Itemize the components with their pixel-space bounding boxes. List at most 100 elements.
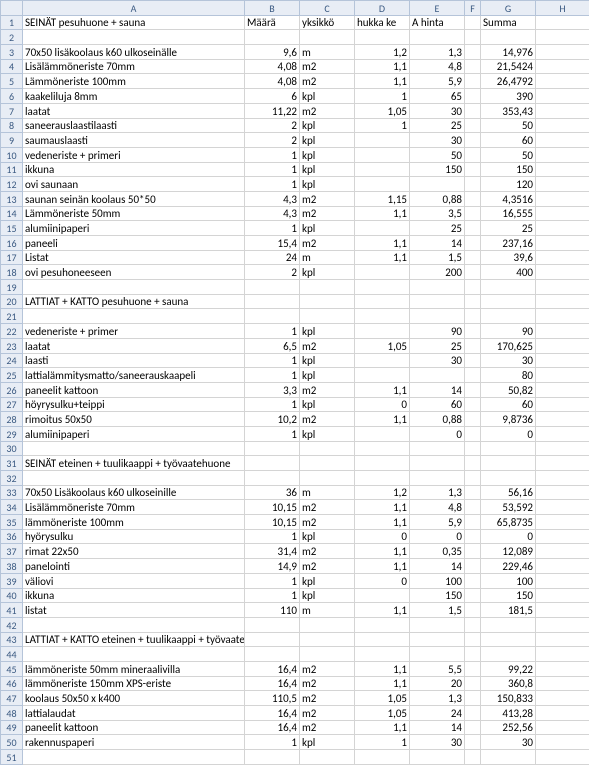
cell[interactable] [465, 661, 481, 676]
row-header[interactable]: 15 [1, 221, 23, 236]
cell[interactable]: 229,46 [481, 559, 536, 574]
cell[interactable] [245, 294, 300, 309]
cell[interactable] [536, 118, 589, 133]
cell[interactable] [245, 750, 300, 765]
cell[interactable] [465, 750, 481, 765]
cell[interactable] [536, 250, 589, 265]
cell[interactable] [465, 588, 481, 603]
cell[interactable]: 1,3 [410, 691, 465, 706]
cell[interactable] [536, 529, 589, 544]
cell[interactable]: kaakeliluja 8mm [23, 89, 245, 104]
cell[interactable]: rimoitus 50x50 [23, 412, 245, 427]
cell[interactable] [465, 324, 481, 339]
row-header[interactable]: 12 [1, 177, 23, 192]
cell[interactable] [23, 441, 245, 456]
row-header[interactable]: 20 [1, 294, 23, 309]
cell[interactable] [536, 412, 589, 427]
cell[interactable]: A hinta [410, 15, 465, 30]
cell[interactable]: 14 [410, 720, 465, 735]
cell[interactable] [465, 720, 481, 735]
cell[interactable] [465, 456, 481, 471]
cell[interactable] [465, 15, 481, 30]
cell[interactable] [245, 441, 300, 456]
cell[interactable]: 2 [245, 265, 300, 280]
cell[interactable]: 30 [410, 353, 465, 368]
cell[interactable] [355, 147, 410, 162]
cell[interactable]: kpl [300, 353, 355, 368]
cell[interactable]: SEINÄT pesuhuone + sauna [23, 15, 245, 30]
cell[interactable]: 1,1 [355, 720, 410, 735]
cell[interactable]: 6 [245, 89, 300, 104]
row-header[interactable]: 7 [1, 103, 23, 118]
cell[interactable]: hyörysulku [23, 529, 245, 544]
cell[interactable]: ovi saunaan [23, 177, 245, 192]
cell[interactable] [23, 617, 245, 632]
cell[interactable]: 1,1 [355, 74, 410, 89]
cell[interactable] [536, 89, 589, 104]
cell[interactable]: 0 [481, 529, 536, 544]
cell[interactable] [536, 265, 589, 280]
cell[interactable] [23, 647, 245, 662]
cell[interactable] [410, 368, 465, 383]
cell[interactable]: 4,3 [245, 206, 300, 221]
cell[interactable] [465, 147, 481, 162]
cell[interactable] [300, 617, 355, 632]
row-header[interactable]: 6 [1, 89, 23, 104]
cell[interactable]: 1,5 [410, 250, 465, 265]
cell[interactable]: panelointi [23, 559, 245, 574]
cell[interactable] [23, 30, 245, 45]
cell[interactable]: lattialämmitysmatto/saneerauskaapeli [23, 368, 245, 383]
cell[interactable]: 1 [245, 221, 300, 236]
cell[interactable]: m2 [300, 412, 355, 427]
cell[interactable]: LATTIAT + KATTO pesuhuone + sauna [23, 294, 245, 309]
cell[interactable]: 1 [245, 162, 300, 177]
cell[interactable]: 1,1 [355, 661, 410, 676]
cell[interactable]: Summa [481, 15, 536, 30]
cell[interactable]: m2 [300, 676, 355, 691]
row-header[interactable]: 47 [1, 691, 23, 706]
cell[interactable] [465, 559, 481, 574]
cell[interactable]: 1,3 [410, 485, 465, 500]
cell[interactable] [536, 353, 589, 368]
cell[interactable]: m2 [300, 706, 355, 721]
cell[interactable]: 1 [245, 147, 300, 162]
cell[interactable]: alumiinipaperi [23, 426, 245, 441]
cell[interactable]: 1 [245, 735, 300, 750]
cell[interactable] [300, 294, 355, 309]
row-header[interactable]: 42 [1, 617, 23, 632]
cell[interactable]: 60 [481, 397, 536, 412]
cell[interactable] [465, 191, 481, 206]
cell[interactable] [245, 632, 300, 647]
cell[interactable]: 170,625 [481, 338, 536, 353]
cell[interactable]: 25 [410, 118, 465, 133]
cell[interactable] [465, 706, 481, 721]
cell[interactable]: 9,8736 [481, 412, 536, 427]
cell[interactable]: 1,05 [355, 691, 410, 706]
cell[interactable]: 20 [410, 676, 465, 691]
cell[interactable] [465, 647, 481, 662]
cell[interactable]: 65 [410, 89, 465, 104]
cell[interactable] [481, 632, 536, 647]
cell[interactable]: 24 [245, 250, 300, 265]
cell[interactable]: kpl [300, 529, 355, 544]
cell[interactable] [465, 89, 481, 104]
cell[interactable] [536, 191, 589, 206]
cell[interactable]: 6,5 [245, 338, 300, 353]
cell[interactable] [300, 441, 355, 456]
cell[interactable]: alumiinipaperi [23, 221, 245, 236]
cell[interactable]: 26,4792 [481, 74, 536, 89]
cell[interactable]: 3,5 [410, 206, 465, 221]
row-header[interactable]: 36 [1, 529, 23, 544]
cell[interactable] [536, 441, 589, 456]
row-header[interactable]: 40 [1, 588, 23, 603]
cell[interactable] [536, 573, 589, 588]
cell[interactable]: 9,6 [245, 45, 300, 60]
cell[interactable] [481, 294, 536, 309]
cell[interactable]: kpl [300, 368, 355, 383]
cell[interactable]: 1,1 [355, 250, 410, 265]
cell[interactable] [245, 30, 300, 45]
cell[interactable] [300, 647, 355, 662]
row-header[interactable]: 17 [1, 250, 23, 265]
cell[interactable]: 0,88 [410, 191, 465, 206]
cell[interactable] [465, 74, 481, 89]
